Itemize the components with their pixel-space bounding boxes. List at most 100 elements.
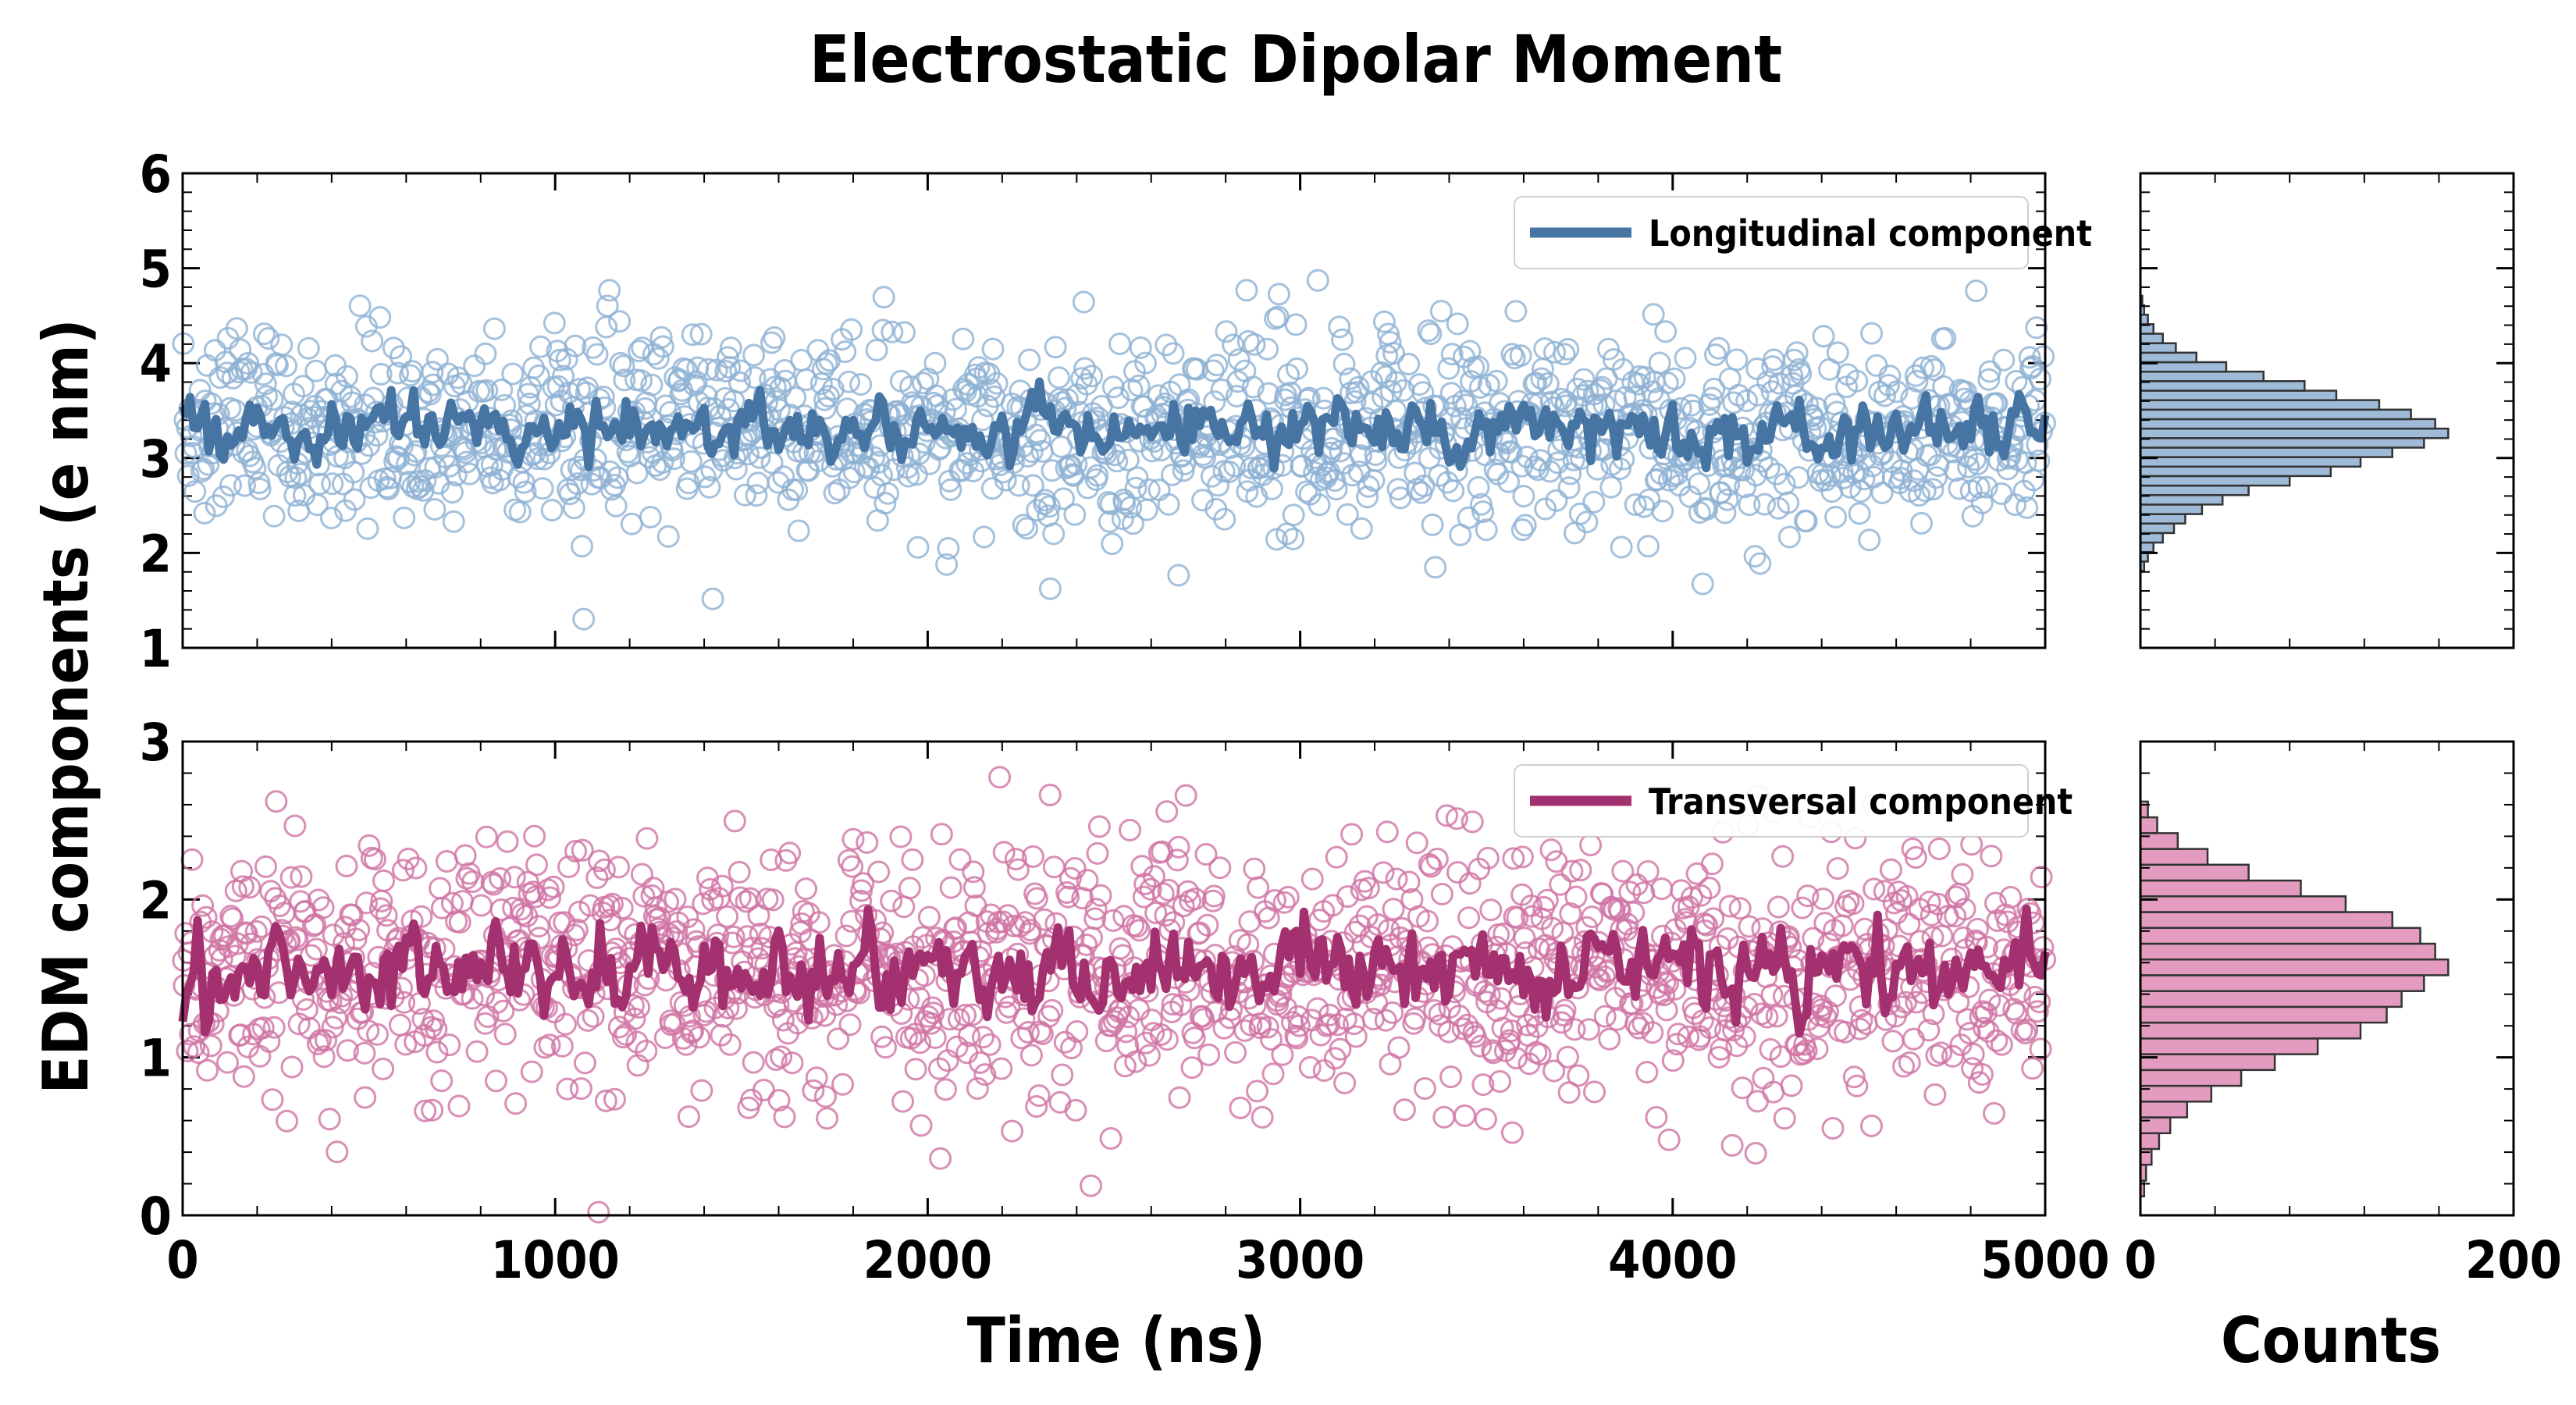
transversal-scatter-point <box>2028 991 2051 1014</box>
longitudinal-scatter-point <box>1303 461 1326 484</box>
longitudinal-scatter-point <box>1627 372 1650 396</box>
longitudinal-scatter-series <box>172 269 2056 631</box>
transversal-scatter-point <box>1556 1045 1579 1069</box>
longitudinal-legend-box <box>1514 196 2029 269</box>
x-axis-label-time: Time (ns) <box>967 1304 1266 1377</box>
transversal-scatter-point <box>1583 1080 1606 1104</box>
transversal-scatter-point <box>461 987 484 1010</box>
transversal-scatter-point <box>767 1089 791 1112</box>
transversal-scatter-point <box>917 905 941 929</box>
longitudinal-scatter-point <box>1412 475 1436 497</box>
transversal-scatter-point <box>1925 1044 1948 1067</box>
longitudinal-scatter-point <box>393 507 416 529</box>
transversal-scatter-point <box>827 1027 850 1051</box>
transversal-scatter-point <box>1457 906 1481 930</box>
longitudinal-scatter-point <box>1826 341 1849 365</box>
longitudinal-scatter-point <box>785 478 809 502</box>
transversal-scatter-point <box>1419 855 1443 878</box>
longitudinal-legend: Longitudinal component <box>1514 196 2092 269</box>
transversal-scatter-point <box>1970 1063 1994 1086</box>
transversal-scatter-point <box>493 1023 517 1046</box>
longitudinal-scatter-point <box>237 352 260 375</box>
transversal-scatter-point <box>585 866 609 889</box>
transversal-scatter-point <box>773 1105 796 1129</box>
longitudinal-hist-bar <box>2139 446 2393 458</box>
longitudinal-scatter-point <box>1028 429 1051 452</box>
transversal-scatter-point <box>304 937 328 961</box>
transversal-scatter-point <box>421 1098 444 1122</box>
transversal-scatter-point <box>1224 1040 1247 1064</box>
transversal-scatter-point <box>1298 1056 1322 1079</box>
longitudinal-scatter-point <box>1885 380 1909 404</box>
longitudinal-scatter-point <box>1157 493 1180 516</box>
longitudinal-scatter-point <box>550 389 573 413</box>
transversal-scatter-point <box>254 855 277 878</box>
transversal-scatter-point <box>1300 867 1324 891</box>
longitudinal-scatter-point <box>1500 343 1524 366</box>
transversal-scatter-point <box>1795 1039 1818 1062</box>
transversal-scatter-point <box>644 896 667 919</box>
transversal-scatter-point <box>283 814 307 838</box>
transversal-scatter-point <box>1196 913 1219 937</box>
transversal-scatter-point <box>1720 1133 1744 1157</box>
longitudinal-scatter-point <box>1735 389 1759 412</box>
longitudinal-scatter-point <box>244 457 267 480</box>
longitudinal-scatter-point <box>1101 375 1125 399</box>
transversal-scatter-point <box>496 830 519 853</box>
longitudinal-scatter-point <box>1325 478 1348 501</box>
longitudinal-scatter-point <box>365 424 389 447</box>
transversal-xtick-label: 3000 <box>1236 1230 1364 1290</box>
transversal-scatter-point <box>259 880 283 903</box>
longitudinal-scatter-point <box>299 400 322 423</box>
longitudinal-scatter-point <box>176 464 200 488</box>
longitudinal-scatter-point <box>870 464 893 487</box>
longitudinal-scatter-point <box>1978 360 2001 383</box>
transversal-scatter-point <box>1087 815 1111 838</box>
transversal-scatter-point <box>295 998 318 1021</box>
transversal-scatter-point <box>1168 1086 1191 1109</box>
longitudinal-scatter-point <box>1648 351 1671 375</box>
transversal-scatter-point <box>990 1057 1013 1080</box>
longitudinal-scatter-point <box>289 462 312 486</box>
longitudinal-scatter-point <box>592 386 615 408</box>
longitudinal-scatter-point <box>475 379 499 402</box>
transversal-scatter-point <box>389 1013 411 1037</box>
longitudinal-scatter-point <box>734 483 756 507</box>
longitudinal-scatter-point <box>1526 458 1550 482</box>
longitudinal-scatter-point <box>815 352 838 375</box>
transversal-scatter-point <box>603 1087 626 1111</box>
transversal-scatter-point <box>1256 1016 1279 1039</box>
transversal-scatter-point <box>936 1049 959 1072</box>
transversal-legend-box <box>1514 764 2029 838</box>
transversal-scatter-point <box>1125 915 1148 938</box>
transversal-scatter-point <box>728 886 752 909</box>
longitudinal-scatter-point <box>254 372 277 396</box>
longitudinal-scatter-point <box>1610 535 1633 559</box>
transversal-scatter-point <box>1060 1037 1083 1060</box>
longitudinal-scatter-point <box>1016 517 1038 540</box>
transversal-scatter-point <box>520 1060 543 1083</box>
longitudinal-scatter-point <box>1055 457 1078 480</box>
transversal-scatter-point <box>1001 1119 1024 1143</box>
longitudinal-scatter-point <box>1116 448 1140 471</box>
transversal-scatter-point <box>312 1045 336 1069</box>
longitudinal-scatter-point <box>716 346 739 369</box>
transversal-scatter-point <box>1251 1105 1274 1129</box>
longitudinal-scatter-point <box>1191 443 1215 467</box>
longitudinal-scatter-point <box>356 517 379 540</box>
transversal-scatter-point <box>447 1094 471 1118</box>
longitudinal-scatter-point <box>1332 352 1356 375</box>
transversal-scatter-point <box>1890 889 1912 912</box>
transversal-scatter-point <box>891 1090 914 1113</box>
transversal-scatter-point <box>325 1006 347 1030</box>
transversal-scatter-point <box>2005 1001 2028 1025</box>
longitudinal-scatter-point <box>1824 506 1848 528</box>
longitudinal-scatter-point <box>1524 455 1547 478</box>
transversal-scatter-point <box>1033 908 1056 931</box>
transversal-scatter-point <box>1236 933 1260 956</box>
longitudinal-scatter-point <box>2032 345 2055 368</box>
longitudinal-scatter-point <box>1545 489 1568 512</box>
longitudinal-scatter-point <box>529 335 552 358</box>
transversal-scatter-point <box>1564 885 1588 909</box>
transversal-scatter-point <box>326 1140 349 1164</box>
